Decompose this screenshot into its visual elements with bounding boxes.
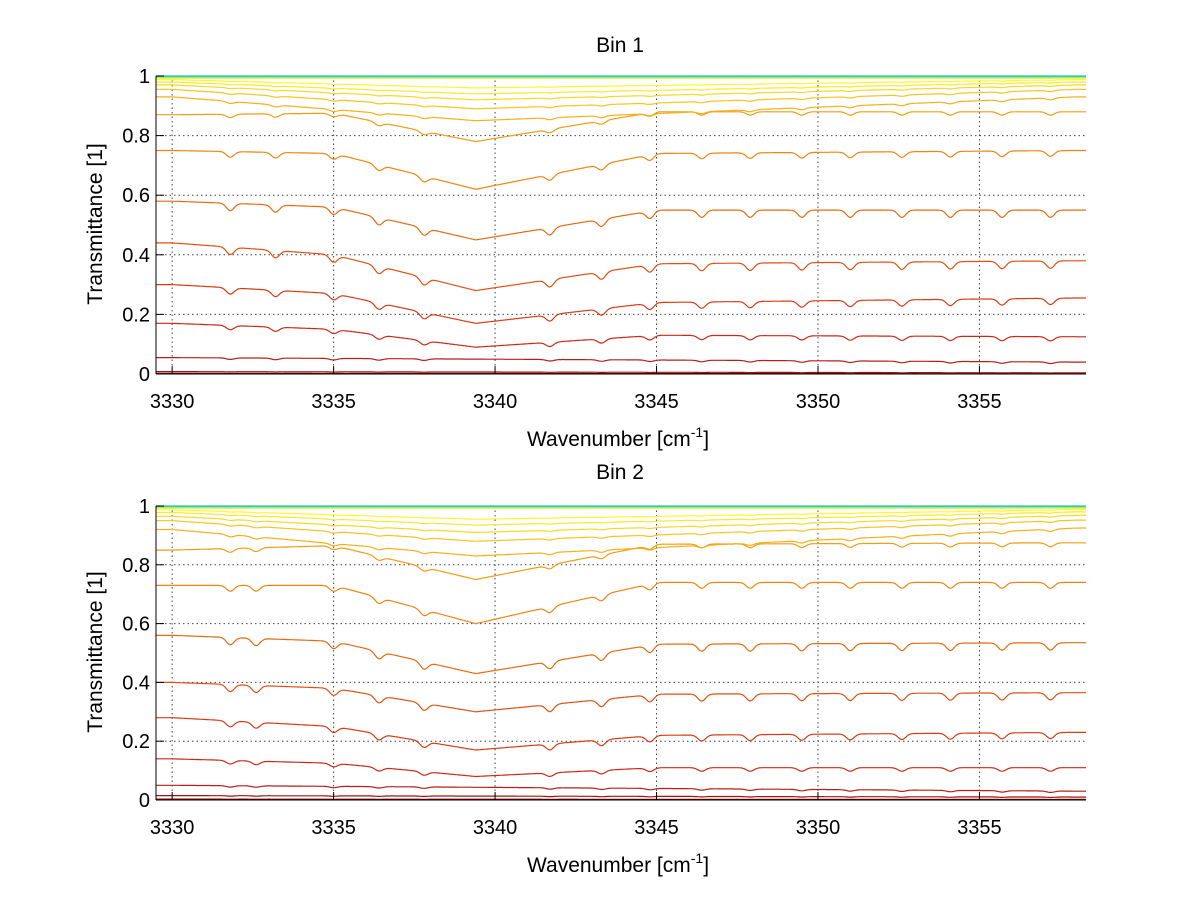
x-tick-label: 3330 xyxy=(150,817,195,839)
series-line-11 xyxy=(156,88,1086,110)
panel-1-title: Bin 1 xyxy=(596,34,644,57)
panel-2-xlabel: Wavenumber [cm-1] xyxy=(526,850,710,877)
y-tick-label: 0.2 xyxy=(122,304,150,326)
series-line-14 xyxy=(156,79,1086,89)
y-tick-label: 1 xyxy=(139,66,150,88)
series-line-4 xyxy=(156,322,1086,348)
series-line-9 xyxy=(156,542,1086,581)
y-tick-label: 0.2 xyxy=(122,731,150,753)
x-tick-label: 3330 xyxy=(150,391,195,413)
series-line-11 xyxy=(156,519,1086,542)
panel-2-axes: 3330 3335 3340 3345 3350 3355 0 0.2 0.4 0.6 0.8 1 xyxy=(122,496,1086,839)
series-line-7 xyxy=(156,200,1086,241)
series-line-8 xyxy=(156,581,1086,625)
series-line-13 xyxy=(156,81,1086,95)
series-line-4 xyxy=(156,758,1086,778)
x-tick-label: 3335 xyxy=(311,391,356,413)
series-line-14 xyxy=(156,508,1086,520)
series-line-13 xyxy=(156,511,1086,526)
y-tick-label: 0.4 xyxy=(122,672,150,694)
y-tick-label: 0 xyxy=(139,364,150,386)
series-line-10 xyxy=(156,527,1086,557)
x-tick-label: 3335 xyxy=(311,817,356,839)
x-tick-label: 3345 xyxy=(634,391,679,413)
series-line-2 xyxy=(156,795,1086,799)
y-tick-label: 0 xyxy=(139,790,150,812)
panel-1-ylabel: Transmittance [1] xyxy=(84,143,107,305)
series-line-5 xyxy=(156,717,1086,751)
x-tick-label: 3355 xyxy=(957,391,1002,413)
y-tick-label: 0.4 xyxy=(122,245,150,267)
panel-1-xlabel: Wavenumber [cm-1] xyxy=(526,424,710,451)
series-line-6 xyxy=(156,681,1086,713)
y-tick-label: 0.6 xyxy=(122,614,150,636)
series-line-5 xyxy=(156,284,1086,324)
panel-2-title: Bin 2 xyxy=(596,461,644,484)
y-tick-label: 0.6 xyxy=(122,185,150,207)
series-line-6 xyxy=(156,242,1086,292)
series-line-12 xyxy=(156,84,1086,101)
panel-2-ylabel: Transmittance [1] xyxy=(84,571,107,733)
series-line-2 xyxy=(156,371,1086,374)
series-line-12 xyxy=(156,514,1086,534)
x-tick-label: 3345 xyxy=(634,817,679,839)
x-tick-label: 3350 xyxy=(796,817,841,839)
x-tick-label: 3355 xyxy=(957,817,1002,839)
series-line-3 xyxy=(156,357,1086,365)
y-tick-label: 0.8 xyxy=(122,555,150,577)
x-tick-label: 3340 xyxy=(473,817,518,839)
panel-1-axes: 3330 3335 3340 3345 3350 3355 0 0.2 0.4 0.6 0.8 1 xyxy=(122,66,1086,413)
y-tick-label: 1 xyxy=(139,496,150,518)
y-tick-label: 0.8 xyxy=(122,126,150,148)
series-line-9 xyxy=(156,111,1086,143)
x-tick-label: 3350 xyxy=(796,391,841,413)
series-line-7 xyxy=(156,634,1086,675)
series-line-10 xyxy=(156,96,1086,122)
x-tick-label: 3340 xyxy=(473,391,518,413)
series-line-8 xyxy=(156,149,1086,190)
series-line-3 xyxy=(156,784,1086,793)
